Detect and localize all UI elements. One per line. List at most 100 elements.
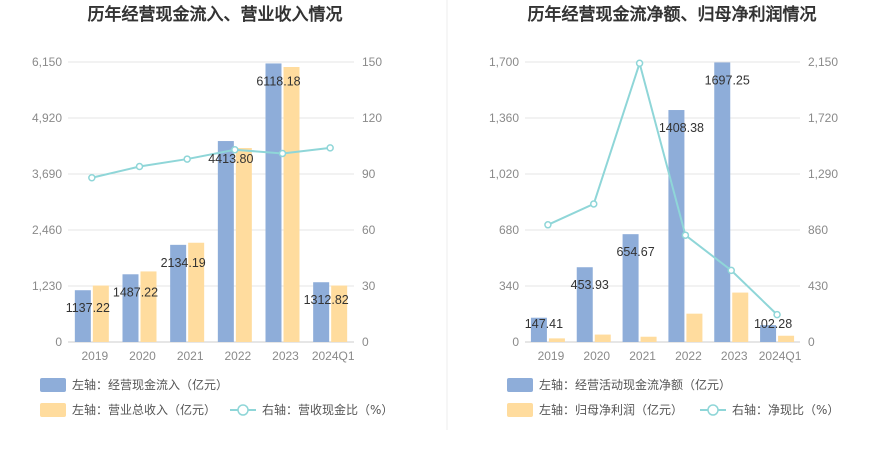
data-label: 102.28 — [754, 317, 792, 331]
line-point — [635, 59, 644, 68]
data-label: 2134.19 — [161, 256, 206, 270]
right-axis-tick: 2,150 — [808, 55, 838, 69]
bar-series-1 — [668, 110, 685, 343]
x-axis-tick: 2022 — [675, 349, 702, 363]
legend-bar-swatch — [507, 403, 533, 417]
bar-series-2 — [188, 242, 205, 342]
right-axis-tick: 90 — [362, 167, 376, 181]
bar-series-1 — [265, 63, 282, 342]
left-axis-tick: 4,920 — [32, 111, 62, 125]
left-axis-tick: 6,150 — [32, 55, 62, 69]
line-point — [727, 266, 735, 275]
right-axis-tick: 30 — [362, 279, 376, 293]
bar-series-1 — [622, 234, 639, 342]
line-point — [135, 162, 144, 171]
right-axis-tick: 60 — [362, 223, 376, 237]
legend-label: 右轴：营收现金比（%） — [262, 402, 393, 417]
legend-bar-swatch — [507, 378, 533, 392]
left-axis-tick: 1,020 — [489, 167, 519, 181]
line-point — [544, 221, 552, 229]
x-axis-tick: 2024Q1 — [759, 349, 802, 363]
x-axis-tick: 2019 — [81, 349, 108, 363]
x-axis-tick: 2021 — [177, 349, 204, 363]
right-axis-tick: 860 — [808, 223, 828, 237]
right-axis-tick: 430 — [808, 279, 828, 293]
data-label: 1408.38 — [659, 121, 704, 135]
line-point — [88, 173, 96, 182]
left-axis-tick: 680 — [499, 223, 519, 237]
x-axis-tick: 2024Q1 — [312, 349, 355, 363]
chart-title: 历年经营现金流入、营业收入情况 — [88, 4, 343, 25]
left-axis-tick: 2,460 — [32, 223, 62, 237]
left-axis-tick: 3,690 — [32, 167, 62, 181]
legend-label: 右轴：净现比（%） — [732, 402, 839, 417]
x-axis-tick: 2023 — [272, 349, 299, 363]
legend-bar-swatch — [40, 378, 66, 392]
legend-label: 左轴：经营活动现金流净额（亿元） — [539, 377, 731, 392]
data-label: 1487.22 — [113, 285, 158, 299]
right-axis-tick: 1,290 — [808, 167, 838, 181]
data-label: 147.41 — [525, 317, 563, 331]
chart-1: 历年经营现金流入、营业收入情况 0 0 1,230 30 2,460 60 3,690 90 4,… — [32, 4, 393, 417]
line-point — [326, 144, 334, 152]
left-axis-tick: 1,230 — [32, 279, 62, 293]
x-axis-tick: 2022 — [224, 349, 251, 363]
x-axis-tick: 2020 — [583, 349, 610, 363]
data-label: 1697.25 — [705, 73, 750, 87]
left-axis-tick: 340 — [499, 279, 519, 293]
data-label: 4413.80 — [208, 152, 253, 166]
left-axis-tick: 0 — [55, 335, 62, 349]
x-axis-tick: 2021 — [629, 349, 656, 363]
right-axis-tick: 150 — [362, 55, 382, 69]
left-axis-tick: 0 — [512, 335, 519, 349]
left-axis-tick: 1,360 — [489, 111, 519, 125]
bar-series-2 — [594, 334, 611, 342]
bar-series-2 — [235, 148, 252, 342]
line-point — [183, 155, 191, 163]
bar-series-1 — [74, 290, 91, 342]
bar-series-2 — [331, 285, 348, 342]
line-point — [590, 200, 598, 208]
data-label: 1312.82 — [304, 293, 349, 307]
bar-series-2 — [686, 313, 703, 342]
chart-title: 历年经营现金流净额、归母净利润情况 — [528, 4, 817, 25]
x-axis-tick: 2020 — [129, 349, 156, 363]
right-axis-tick: 0 — [362, 335, 369, 349]
line-point — [231, 145, 239, 154]
legend-label: 左轴：归母净利润（亿元） — [539, 402, 683, 417]
bar-series-1 — [576, 267, 593, 342]
bar-series-1 — [714, 62, 731, 342]
bar-series-2 — [640, 336, 657, 342]
right-axis-tick: 1,720 — [808, 111, 838, 125]
line-series — [91, 146, 331, 179]
legend-bar-swatch — [40, 403, 66, 417]
bar-series-2 — [548, 338, 565, 342]
bar-series-2 — [92, 285, 109, 342]
line-point — [681, 231, 690, 239]
bar-series-2 — [778, 335, 795, 342]
chart-2: 历年经营现金流净额、归母净利润情况 0 0 340 430 680 860 1,020 1,29… — [489, 4, 839, 417]
legend-point-swatch — [707, 404, 719, 416]
legend-label: 左轴：营业总收入（亿元） — [72, 402, 216, 417]
data-label: 453.93 — [571, 278, 609, 292]
line-series — [547, 59, 778, 316]
bar-series-1 — [217, 141, 234, 342]
legend-point-swatch — [237, 404, 249, 416]
bar-series-2 — [140, 271, 157, 342]
x-axis-tick: 2023 — [721, 349, 748, 363]
line-point — [773, 310, 781, 319]
left-axis-tick: 1,700 — [489, 55, 519, 69]
right-axis-tick: 120 — [362, 111, 382, 125]
bar-series-1 — [170, 244, 187, 342]
bar-series-2 — [732, 292, 749, 342]
bar-series-1 — [760, 325, 777, 342]
x-axis-tick: 2019 — [538, 349, 565, 363]
bar-series-2 — [283, 67, 300, 343]
bar-series-1 — [530, 317, 547, 342]
bar-series-1 — [313, 282, 330, 342]
legend-label: 左轴：经营现金流入（亿元） — [72, 377, 228, 392]
data-label: 6118.18 — [256, 74, 300, 88]
right-axis-tick: 0 — [808, 335, 815, 349]
